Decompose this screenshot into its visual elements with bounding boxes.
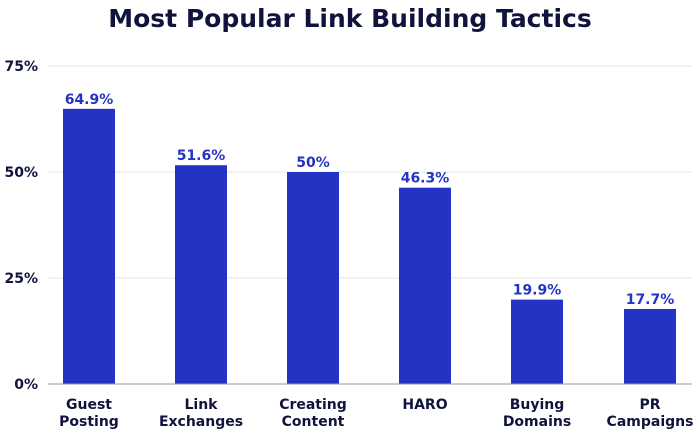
y-tick-label: 0% (14, 377, 38, 393)
bar-value-label: 50% (296, 155, 330, 171)
category-label: Link (185, 397, 219, 413)
category-label: Exchanges (159, 414, 243, 430)
category-label: Buying (510, 397, 565, 413)
y-tick-label: 50% (4, 165, 38, 181)
bar-value-label: 64.9% (65, 92, 114, 108)
bar-value-label: 51.6% (177, 148, 226, 164)
category-label: Guest (66, 397, 112, 413)
chart-title: Most Popular Link Building Tactics (108, 4, 591, 33)
category-label: Content (282, 414, 345, 430)
bar-value-label: 19.9% (513, 283, 562, 299)
category-label: Creating (279, 397, 347, 413)
category-label: Domains (503, 414, 571, 430)
category-label: Campaigns (607, 414, 694, 430)
y-tick-label: 25% (4, 271, 38, 287)
y-tick-label: 75% (4, 59, 38, 75)
bar (175, 165, 227, 384)
bar (399, 187, 451, 384)
bar (624, 308, 676, 384)
bars (63, 108, 676, 384)
category-label: Posting (59, 414, 119, 430)
bar (287, 172, 339, 384)
bar-value-label: 17.7% (626, 292, 675, 308)
bar (511, 299, 563, 384)
value-labels: 64.9% 51.6% 50% 46.3% 19.9% 17.7% (65, 92, 675, 308)
bar (63, 108, 115, 384)
y-axis-ticks: 0% 25% 50% 75% (4, 59, 38, 393)
category-label: HARO (402, 397, 447, 413)
category-label: PR (639, 397, 660, 413)
bar-value-label: 46.3% (401, 171, 450, 187)
grid-lines (48, 65, 692, 279)
